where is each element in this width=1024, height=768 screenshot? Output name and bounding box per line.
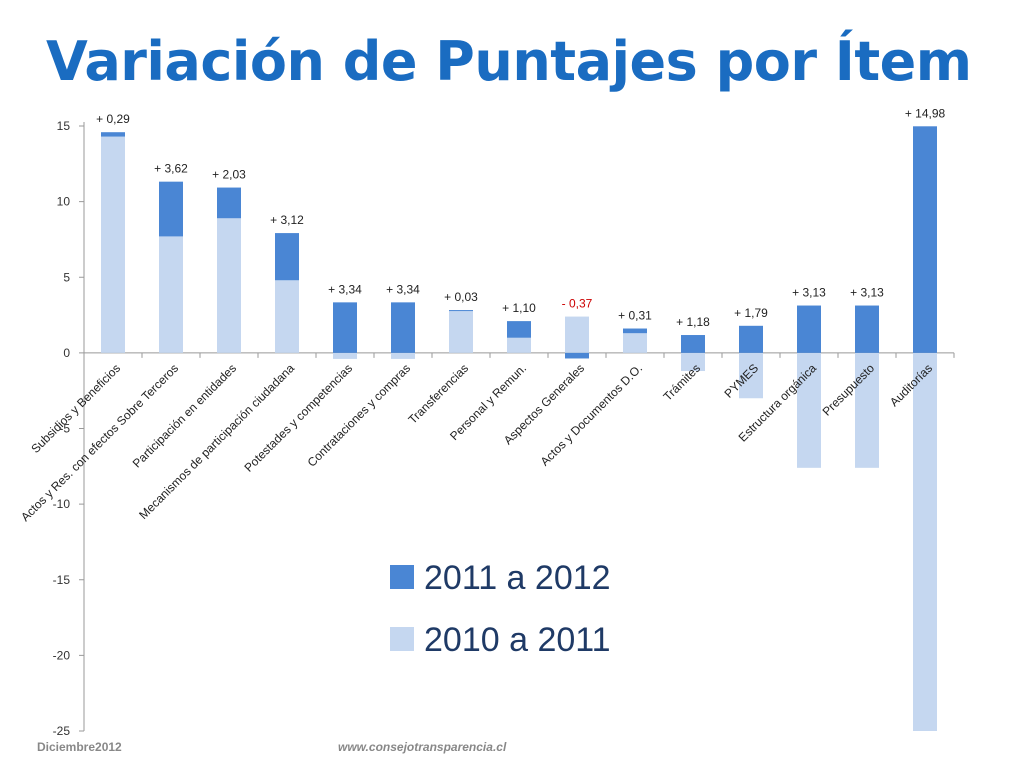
legend-label: 2011 a 2012 [424, 559, 611, 597]
data-label: - 0,37 [562, 297, 593, 311]
data-label: + 3,62 [154, 162, 188, 176]
y-tick-label: 10 [57, 195, 71, 209]
y-tick-label: -10 [53, 497, 71, 511]
bar-2010-2011 [913, 352, 937, 731]
bar-2011-2012 [159, 181, 183, 237]
data-label: + 0,31 [618, 309, 652, 323]
legend-swatch [390, 565, 414, 589]
bar-2011-2012 [739, 325, 763, 353]
data-label: + 0,29 [96, 112, 130, 126]
bar-2010-2011 [681, 352, 705, 372]
bar-2010-2011 [449, 310, 473, 353]
bar-2011-2012 [391, 302, 415, 353]
data-label: + 14,98 [905, 106, 946, 120]
bar-2011-2012 [623, 328, 647, 334]
bar-2010-2011 [275, 280, 299, 353]
bar-2011-2012 [797, 305, 821, 353]
category-label: Potestades y competencias [241, 361, 355, 475]
data-label: + 2,03 [212, 168, 246, 182]
bar-2010-2011 [101, 136, 125, 353]
data-label: + 3,13 [792, 286, 826, 300]
bar-2010-2011 [797, 352, 821, 468]
data-label: + 3,34 [386, 282, 420, 296]
data-label: + 1,79 [734, 306, 768, 320]
legend-swatch [390, 627, 414, 651]
legend-label: 2010 a 2011 [424, 621, 611, 659]
bar-2011-2012 [507, 321, 531, 338]
bar-2011-2012 [275, 233, 299, 281]
bar-2010-2011 [507, 337, 531, 353]
y-tick-label: 15 [57, 119, 71, 133]
y-tick-label: -25 [53, 724, 71, 738]
data-label: + 3,12 [270, 213, 304, 227]
bar-2011-2012 [217, 187, 241, 219]
legend: 2011 a 2012 2010 a 2011 [390, 559, 611, 659]
y-tick-label: 0 [63, 346, 70, 360]
bar-2011-2012 [333, 302, 357, 353]
bar-2011-2012 [681, 335, 705, 353]
data-label: + 1,10 [502, 301, 536, 315]
bar-2010-2011 [159, 236, 183, 353]
y-tick-label: 5 [63, 270, 70, 284]
data-label: + 0,03 [444, 290, 478, 304]
y-tick-label: -20 [53, 648, 71, 662]
category-label: Transferencias [405, 361, 471, 427]
footer-url: www.consejotransparencia.cl [338, 740, 507, 754]
y-tick-label: -5 [59, 422, 70, 436]
data-label: + 3,13 [850, 286, 884, 300]
bar-2010-2011 [217, 218, 241, 353]
bar-2011-2012 [855, 305, 879, 353]
data-label: + 1,18 [676, 315, 710, 329]
bar-2010-2011 [739, 352, 763, 399]
footer-date: Diciembre2012 [37, 740, 122, 754]
category-label: Contrataciones y compras [305, 361, 413, 469]
data-label: + 3,34 [328, 282, 362, 296]
bar-2011-2012 [449, 310, 473, 312]
page-title: Variación de Puntajes por Ítem [46, 30, 972, 93]
bar-2011-2012 [565, 352, 589, 359]
y-tick-label: -15 [53, 573, 71, 587]
category-label: Actos y Documentos D.O. [538, 361, 646, 469]
bar-2010-2011 [565, 316, 589, 353]
bar-2011-2012 [913, 126, 937, 353]
bar-2011-2012 [101, 132, 125, 137]
category-label: Participación en entidades [130, 361, 239, 470]
bar-2010-2011 [391, 352, 415, 359]
bar-2010-2011 [623, 333, 647, 353]
bar-2010-2011 [333, 352, 357, 359]
bar-2010-2011 [855, 352, 879, 468]
